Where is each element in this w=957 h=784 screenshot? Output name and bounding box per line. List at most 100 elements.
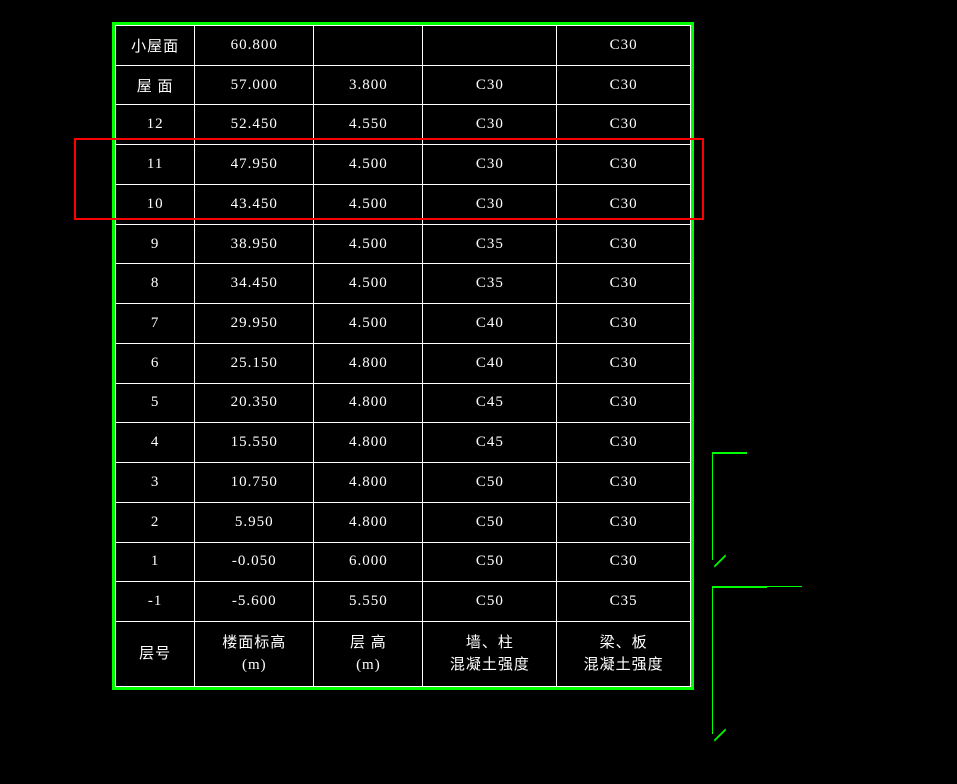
cell-floor: -1 (116, 582, 195, 622)
cell-wall_col: C50 (423, 542, 557, 582)
cell-floor: 6 (116, 343, 195, 383)
table-row: 520.3504.800C45C30 (116, 383, 691, 423)
cell-beam_slab: C30 (557, 105, 691, 145)
header-line2: 混凝土强度 (557, 654, 690, 677)
cell-wall_col: C50 (423, 463, 557, 503)
cell-height: 4.500 (314, 145, 423, 185)
cell-height: 4.800 (314, 502, 423, 542)
cell-height: 4.500 (314, 184, 423, 224)
cell-height (314, 26, 423, 66)
cell-beam_slab: C30 (557, 343, 691, 383)
cell-height: 4.800 (314, 343, 423, 383)
header-beam_slab: 梁、板混凝土强度 (557, 622, 691, 687)
cell-floor: 11 (116, 145, 195, 185)
floor-table: 小屋面60.800C30屋 面57.0003.800C30C301252.450… (115, 25, 691, 687)
cell-beam_slab: C30 (557, 224, 691, 264)
cell-elevation: 20.350 (195, 383, 314, 423)
table-row: 1252.4504.550C30C30 (116, 105, 691, 145)
table-row: 729.9504.500C40C30 (116, 304, 691, 344)
dimension-annotations: 底部加强区 约束边缘构件范围 (712, 452, 832, 622)
cell-wall_col: C40 (423, 343, 557, 383)
cell-height: 5.550 (314, 582, 423, 622)
cell-beam_slab: C30 (557, 502, 691, 542)
cell-floor: 10 (116, 184, 195, 224)
cell-elevation: 60.800 (195, 26, 314, 66)
cell-floor: 8 (116, 264, 195, 304)
cell-floor: 7 (116, 304, 195, 344)
header-height: 层 高(m) (314, 622, 423, 687)
cell-elevation: 57.000 (195, 65, 314, 105)
cell-wall_col: C30 (423, 145, 557, 185)
cell-floor: 12 (116, 105, 195, 145)
cell-wall_col: C50 (423, 582, 557, 622)
cell-height: 4.500 (314, 304, 423, 344)
dim2-line (712, 588, 713, 734)
table-row: 310.7504.800C50C30 (116, 463, 691, 503)
table-row: 834.4504.500C35C30 (116, 264, 691, 304)
table-row: 1-0.0506.000C50C30 (116, 542, 691, 582)
cell-floor: 4 (116, 423, 195, 463)
dim2-label: 约束边缘构件范围 (712, 736, 832, 784)
cell-elevation: 34.450 (195, 264, 314, 304)
cell-elevation: 5.950 (195, 502, 314, 542)
cell-height: 4.550 (314, 105, 423, 145)
cell-wall_col: C40 (423, 304, 557, 344)
cell-wall_col: C45 (423, 383, 557, 423)
cell-height: 4.500 (314, 224, 423, 264)
dim2-extension-bottom (712, 587, 767, 588)
cell-elevation: 52.450 (195, 105, 314, 145)
cell-elevation: 15.550 (195, 423, 314, 463)
cell-wall_col: C30 (423, 65, 557, 105)
cell-beam_slab: C35 (557, 582, 691, 622)
cell-height: 4.500 (314, 264, 423, 304)
cell-beam_slab: C30 (557, 264, 691, 304)
table-header-row: 层号楼面标高(m)层 高(m)墙、柱混凝土强度梁、板混凝土强度 (116, 622, 691, 687)
header-elevation: 楼面标高(m) (195, 622, 314, 687)
cell-floor: 5 (116, 383, 195, 423)
table-row: 625.1504.800C40C30 (116, 343, 691, 383)
table-row: 415.5504.800C45C30 (116, 423, 691, 463)
header-wall_col: 墙、柱混凝土强度 (423, 622, 557, 687)
cell-beam_slab: C30 (557, 145, 691, 185)
cell-wall_col: C35 (423, 224, 557, 264)
cell-wall_col: C30 (423, 105, 557, 145)
cell-height: 4.800 (314, 423, 423, 463)
cell-wall_col: C35 (423, 264, 557, 304)
header-line1: 梁、板 (557, 632, 690, 655)
table-row: -1-5.6005.550C50C35 (116, 582, 691, 622)
header-line1: 层 高 (314, 632, 422, 655)
cell-wall_col: C30 (423, 184, 557, 224)
table-row: 1043.4504.500C30C30 (116, 184, 691, 224)
cell-elevation: -5.600 (195, 582, 314, 622)
cell-height: 6.000 (314, 542, 423, 582)
table-body: 小屋面60.800C30屋 面57.0003.800C30C301252.450… (116, 26, 691, 687)
header-line2: (m) (314, 654, 422, 677)
cell-floor: 屋 面 (116, 65, 195, 105)
cell-beam_slab: C30 (557, 542, 691, 582)
cell-floor: 1 (116, 542, 195, 582)
cell-elevation: 25.150 (195, 343, 314, 383)
cell-wall_col: C45 (423, 423, 557, 463)
cell-wall_col: C50 (423, 502, 557, 542)
floor-table-container: 小屋面60.800C30屋 面57.0003.800C30C301252.450… (112, 22, 694, 690)
cell-floor: 9 (116, 224, 195, 264)
cell-beam_slab: C30 (557, 423, 691, 463)
cell-beam_slab: C30 (557, 184, 691, 224)
cell-floor: 小屋面 (116, 26, 195, 66)
cell-floor: 2 (116, 502, 195, 542)
table-row: 小屋面60.800 C30 (116, 26, 691, 66)
cell-elevation: 47.950 (195, 145, 314, 185)
dim1-extension-bottom (712, 453, 747, 454)
cell-beam_slab: C30 (557, 304, 691, 344)
cell-height: 4.800 (314, 463, 423, 503)
header-floor: 层号 (116, 622, 195, 687)
cell-wall_col (423, 26, 557, 66)
header-line1: 楼面标高 (195, 632, 313, 655)
table-row: 938.9504.500C35C30 (116, 224, 691, 264)
cell-elevation: -0.050 (195, 542, 314, 582)
cell-beam_slab: C30 (557, 463, 691, 503)
cell-elevation: 38.950 (195, 224, 314, 264)
table-row: 25.9504.800C50C30 (116, 502, 691, 542)
cell-beam_slab: C30 (557, 26, 691, 66)
cell-floor: 3 (116, 463, 195, 503)
